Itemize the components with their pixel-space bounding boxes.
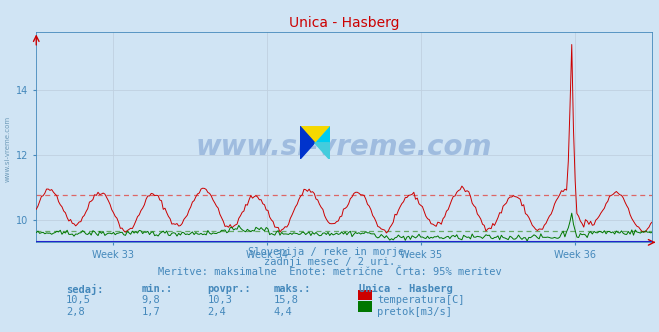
- Text: povpr.:: povpr.:: [208, 284, 251, 294]
- Text: 10,5: 10,5: [66, 295, 91, 305]
- Text: temperatura[C]: temperatura[C]: [377, 295, 465, 305]
- Polygon shape: [300, 126, 315, 159]
- Text: zadnji mesec / 2 uri.: zadnji mesec / 2 uri.: [264, 257, 395, 267]
- Text: 15,8: 15,8: [273, 295, 299, 305]
- Polygon shape: [315, 143, 330, 159]
- Text: 9,8: 9,8: [142, 295, 160, 305]
- Text: www.si-vreme.com: www.si-vreme.com: [196, 133, 492, 161]
- Text: Unica - Hasberg: Unica - Hasberg: [359, 284, 453, 294]
- Text: min.:: min.:: [142, 284, 173, 294]
- Text: 1,7: 1,7: [142, 307, 160, 317]
- Text: 2,8: 2,8: [66, 307, 84, 317]
- Polygon shape: [315, 126, 330, 143]
- Text: Meritve: maksimalne  Enote: metrične  Črta: 95% meritev: Meritve: maksimalne Enote: metrične Črta…: [158, 267, 501, 277]
- Text: maks.:: maks.:: [273, 284, 311, 294]
- Polygon shape: [300, 126, 330, 143]
- Text: 2,4: 2,4: [208, 307, 226, 317]
- Text: sedaj:: sedaj:: [66, 284, 103, 295]
- Text: pretok[m3/s]: pretok[m3/s]: [377, 307, 452, 317]
- Title: Unica - Hasberg: Unica - Hasberg: [289, 16, 399, 30]
- Text: 4,4: 4,4: [273, 307, 292, 317]
- Text: www.si-vreme.com: www.si-vreme.com: [5, 116, 11, 183]
- Text: 10,3: 10,3: [208, 295, 233, 305]
- Text: Slovenija / reke in morje.: Slovenija / reke in morje.: [248, 247, 411, 257]
